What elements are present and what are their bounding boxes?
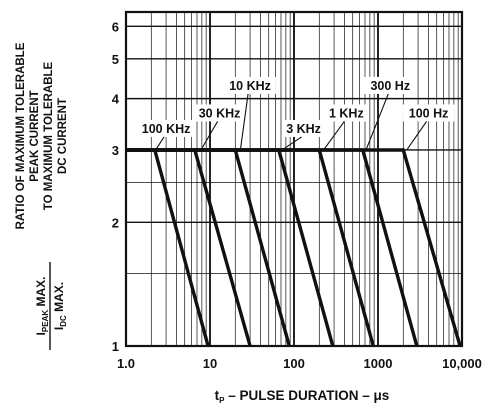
- x-tick-label: 100: [283, 356, 305, 371]
- annotation-label: 3 KHz: [286, 122, 321, 136]
- annotation-label: 1 KHz: [329, 106, 364, 120]
- plot-frame: [124, 10, 464, 348]
- y-tick-label: 4: [112, 92, 120, 107]
- annotation-background: [324, 104, 369, 122]
- numerator-symbol: I: [34, 332, 48, 335]
- series-line: [126, 148, 462, 347]
- annotation-background: [281, 119, 326, 137]
- series-line: [126, 148, 252, 347]
- annotation-background: [364, 76, 417, 94]
- x-axis-label: tP – PULSE DURATION – μs: [215, 388, 390, 405]
- grid: [126, 12, 462, 346]
- fraction-numerator: IPEAK MAX.: [34, 277, 50, 336]
- denominator-tail: MAX.: [52, 282, 66, 315]
- x-tick-label: 1000: [364, 356, 393, 371]
- y-axis-label: RATIO OF MAXIMUM TOLERABLE PEAK CURRENT …: [15, 42, 69, 229]
- numerator-tail: MAX.: [34, 277, 48, 310]
- y-tick-label: 5: [112, 52, 119, 67]
- annotation-background: [402, 104, 455, 122]
- denominator-subscript: DC: [59, 315, 68, 327]
- series-line: [126, 148, 419, 347]
- x-axis-label-text: – PULSE DURATION – μs: [225, 388, 390, 403]
- series-line: [126, 148, 210, 347]
- annotation-leader: [239, 93, 249, 151]
- y-tick-label: 6: [112, 19, 119, 34]
- annotation-background: [224, 76, 276, 94]
- annotation-background: [136, 119, 196, 137]
- annotation-layer: 100 KHz 30 KHz 10 KHz 3 KHz 1 KHz 300 Hz 100 H…: [136, 76, 455, 151]
- fraction-denominator: IDC MAX.: [52, 282, 68, 330]
- annotation-background: [193, 104, 246, 122]
- x-tick-label: 10: [203, 356, 217, 371]
- x-tick-label: 1.0: [117, 356, 135, 371]
- x-axis-label-subscript: P: [219, 396, 225, 405]
- numerator-subscript: PEAK: [41, 310, 50, 332]
- annotation-label: 100 Hz: [409, 106, 449, 120]
- annotation-label: 30 KHz: [199, 106, 241, 120]
- y-axis-label-line-1: RATIO OF MAXIMUM TOLERABLE: [15, 42, 27, 229]
- annotation-label: 300 Hz: [370, 79, 410, 93]
- x-tick-label: 10,000: [442, 356, 482, 371]
- annotation-leader: [200, 121, 219, 151]
- y-axis-label-line-2: PEAK CURRENT: [29, 90, 41, 181]
- annotation-leader: [155, 136, 165, 151]
- denominator-symbol: I: [52, 327, 66, 330]
- annotation-leader: [365, 93, 389, 151]
- series-line: [126, 148, 335, 347]
- series-line: [126, 148, 291, 347]
- y-axis-label-line-3: TO MAXIMUM TOLERABLE: [43, 61, 55, 210]
- annotation-leader: [281, 136, 302, 151]
- series-layer: [126, 148, 462, 347]
- annotation-label: 100 KHz: [142, 122, 191, 136]
- annotation-leader: [323, 121, 345, 151]
- x-axis-label-symbol: t: [215, 388, 220, 403]
- tick-labels: 1.0 10 100 1000 10,000 1 2 3 4 5 6: [112, 19, 482, 371]
- annotation-leader: [406, 121, 428, 151]
- y-tick-label: 2: [112, 215, 119, 230]
- annotation-label: 10 KHz: [229, 79, 271, 93]
- y-axis-fraction: IPEAK MAX. IDC MAX.: [34, 262, 68, 350]
- y-tick-label: 1: [112, 339, 119, 354]
- y-axis-label-line-4: DC CURRENT: [57, 98, 69, 174]
- y-tick-label: 3: [112, 143, 119, 158]
